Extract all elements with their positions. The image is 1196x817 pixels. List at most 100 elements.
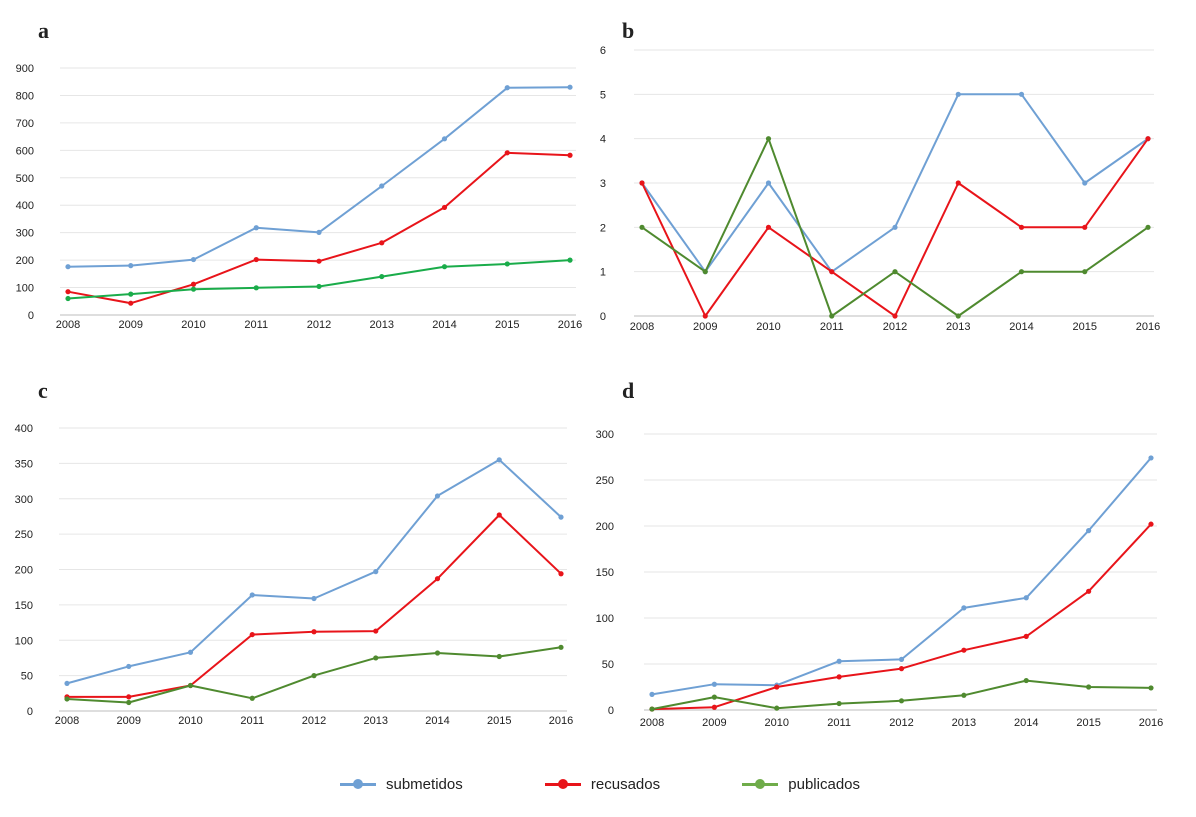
- x-tick-label: 2012: [889, 717, 913, 729]
- data-point-submetidos: [434, 493, 441, 499]
- data-point-recusados: [765, 224, 772, 230]
- legend-item-publicados: publicados: [742, 776, 860, 793]
- data-point-recusados: [1086, 588, 1092, 594]
- data-point-recusados: [892, 313, 898, 319]
- x-tick-label: 2015: [487, 715, 511, 727]
- x-tick-label: 2009: [693, 321, 717, 333]
- data-point-publicados: [711, 694, 717, 700]
- x-tick-label: 2011: [820, 321, 844, 333]
- series-line-submetidos: [67, 86, 571, 268]
- y-tick-label: 50: [21, 671, 33, 683]
- data-point-submetidos: [128, 263, 134, 269]
- data-point-publicados: [765, 136, 772, 142]
- x-tick-label: 2015: [495, 319, 519, 331]
- panel-label-c: c: [38, 378, 48, 403]
- data-point-publicados: [558, 644, 564, 650]
- y-tick-label: 250: [596, 475, 614, 487]
- data-point-publicados: [187, 682, 194, 689]
- data-point-publicados: [253, 285, 259, 291]
- data-point-recusados: [1023, 633, 1029, 640]
- legend-label-submetidos: submetidos: [386, 775, 463, 793]
- x-tick-label: 2011: [827, 717, 851, 729]
- data-point-submetidos: [1086, 528, 1092, 534]
- series-line-recusados: [651, 523, 1152, 711]
- data-point-publicados: [702, 269, 708, 275]
- x-tick-label: 2009: [119, 319, 143, 331]
- data-point-publicados: [496, 653, 502, 660]
- y-tick-label: 200: [16, 255, 34, 267]
- data-point-publicados: [567, 257, 573, 263]
- x-tick-label: 2010: [181, 319, 205, 331]
- y-tick-label: 700: [16, 118, 34, 130]
- data-point-publicados: [311, 673, 317, 679]
- x-tick-label: 2008: [640, 717, 664, 729]
- y-tick-label: 100: [596, 613, 614, 625]
- legend-item-recusados: recusados: [544, 775, 661, 793]
- data-point-recusados: [711, 704, 717, 710]
- data-point-recusados: [128, 300, 134, 306]
- data-point-publicados: [836, 700, 842, 707]
- data-point-submetidos: [892, 224, 898, 230]
- data-point-submetidos: [504, 85, 510, 91]
- y-tick-label: 150: [596, 567, 614, 579]
- y-tick-label: 2: [600, 222, 606, 234]
- x-tick-label: 2014: [1014, 717, 1038, 729]
- series-line-publicados: [67, 259, 571, 300]
- x-tick-label: 2010: [765, 717, 789, 729]
- data-point-publicados: [249, 695, 255, 701]
- data-point-publicados: [316, 283, 322, 290]
- data-point-submetidos: [311, 595, 317, 602]
- x-tick-label: 2010: [756, 321, 780, 333]
- data-point-recusados: [504, 150, 510, 156]
- data-point-recusados: [65, 289, 71, 295]
- data-point-publicados: [1023, 677, 1029, 684]
- data-point-publicados: [504, 261, 510, 267]
- y-tick-label: 300: [16, 228, 34, 240]
- x-tick-label: 2016: [1139, 717, 1163, 729]
- data-point-publicados: [1148, 685, 1154, 691]
- x-tick-label: 2010: [178, 715, 202, 727]
- data-point-submetidos: [126, 663, 132, 670]
- data-point-recusados: [434, 576, 441, 582]
- data-point-publicados: [190, 286, 197, 292]
- x-tick-label: 2011: [240, 715, 264, 727]
- y-tick-label: 400: [16, 200, 34, 212]
- data-point-recusados: [558, 571, 564, 577]
- y-tick-label: 500: [16, 173, 34, 185]
- data-point-submetidos: [711, 681, 717, 687]
- data-point-publicados: [829, 313, 835, 319]
- y-tick-label: 0: [28, 310, 34, 322]
- y-tick-label: 50: [602, 659, 614, 671]
- data-point-publicados: [961, 692, 967, 698]
- data-point-recusados: [379, 240, 385, 246]
- x-tick-label: 2013: [946, 321, 970, 333]
- data-point-publicados: [1082, 269, 1088, 275]
- y-tick-label: 1: [600, 267, 606, 279]
- data-point-submetidos: [1023, 595, 1029, 601]
- y-tick-label: 900: [16, 63, 34, 75]
- legend: submetidos recusados publicados: [340, 770, 860, 798]
- data-point-submetidos: [558, 514, 564, 520]
- data-point-publicados: [1018, 269, 1025, 275]
- x-tick-label: 2008: [56, 319, 80, 331]
- data-point-publicados: [774, 705, 780, 711]
- data-point-publicados: [649, 706, 655, 712]
- y-tick-label: 350: [15, 458, 33, 470]
- x-tick-label: 2016: [1136, 321, 1160, 333]
- data-point-submetidos: [836, 658, 842, 664]
- y-tick-label: 200: [15, 565, 33, 577]
- x-tick-label: 2014: [1009, 321, 1033, 333]
- data-point-submetidos: [1018, 91, 1025, 97]
- x-tick-label: 2012: [307, 319, 331, 331]
- series-line-submetidos: [66, 458, 562, 685]
- x-tick-label: 2014: [432, 319, 456, 331]
- data-point-publicados: [1086, 684, 1092, 690]
- data-point-recusados: [1082, 224, 1088, 230]
- x-tick-label: 2013: [952, 717, 976, 729]
- data-point-recusados: [316, 258, 322, 264]
- legend-label-recusados: recusados: [590, 775, 661, 793]
- data-point-recusados: [836, 674, 842, 680]
- data-point-publicados: [65, 295, 71, 302]
- y-tick-label: 300: [15, 494, 33, 506]
- panel-label-d: d: [622, 378, 634, 403]
